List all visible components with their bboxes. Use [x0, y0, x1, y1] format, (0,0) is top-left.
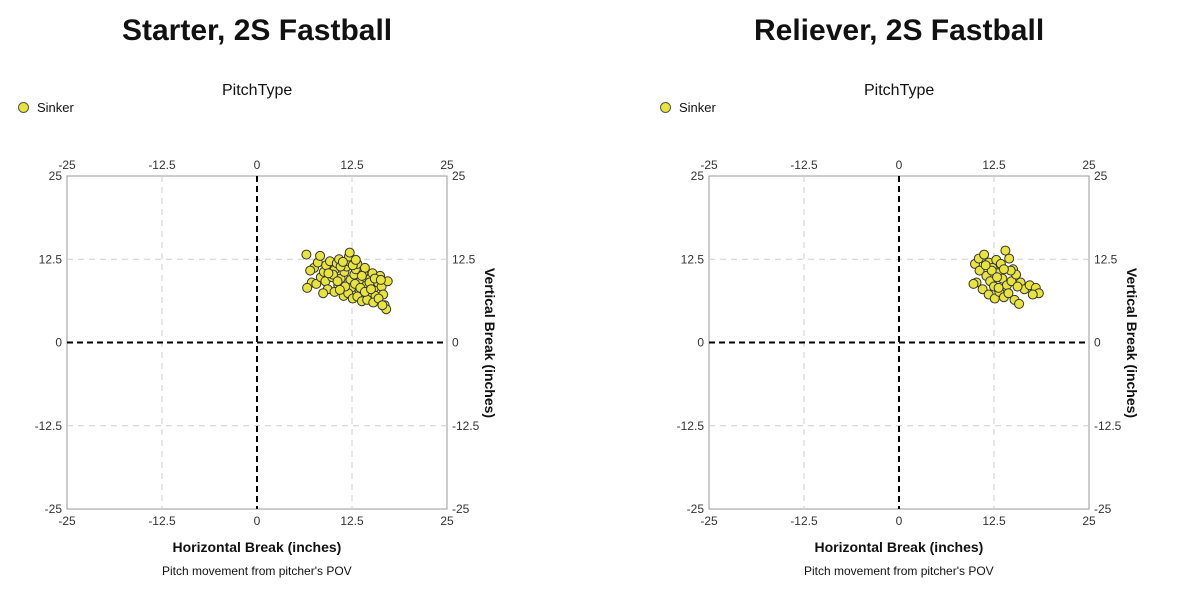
y-tick-label-right: 12.5 [452, 252, 476, 266]
data-point [334, 284, 345, 295]
y-tick-label-right: -12.5 [452, 419, 480, 433]
y-tick-label-left: 12.5 [681, 252, 705, 266]
x-tick-label-bottom: -25 [58, 514, 76, 528]
data-point [315, 250, 326, 261]
x-tick-label-top: -12.5 [148, 158, 176, 172]
data-point [377, 300, 388, 311]
chart-subtitle: Pitch movement from pitcher's POV [162, 564, 352, 578]
x-tick-label-top: 25 [440, 158, 454, 172]
legend-title: PitchType [864, 82, 935, 99]
data-point [356, 270, 367, 281]
data-point [337, 256, 348, 267]
chart-title: Starter, 2S Fastball [122, 14, 393, 47]
y-tick-label-left: 12.5 [39, 252, 63, 266]
y-tick-label-right: 0 [452, 336, 459, 350]
legend-marker-icon [18, 102, 29, 113]
x-tick-label-bottom: 12.5 [982, 514, 1006, 528]
chart-panel-reliever: Reliever, 2S Fastball PitchType Sinker -… [642, 0, 1180, 612]
chart-subtitle: Pitch movement from pitcher's POV [804, 564, 994, 578]
legend-label: Sinker [37, 100, 74, 115]
x-tick-label-bottom: 25 [440, 514, 454, 528]
x-tick-label-top: 12.5 [982, 158, 1006, 172]
legend-title: PitchType [222, 82, 293, 99]
x-axis-label: Horizontal Break (inches) [814, 539, 984, 555]
x-tick-label-bottom: 0 [254, 514, 261, 528]
y-tick-label-right: 12.5 [1094, 252, 1118, 266]
y-tick-label-right: -12.5 [1094, 419, 1122, 433]
data-point [301, 249, 312, 260]
data-point [993, 282, 1004, 293]
data-point [968, 278, 979, 289]
x-tick-label-bottom: -12.5 [790, 514, 818, 528]
data-point [318, 288, 329, 299]
y-tick-label-right: -25 [452, 502, 470, 516]
legend-item-sinker[interactable]: Sinker [660, 100, 716, 115]
x-tick-label-top: 25 [1082, 158, 1096, 172]
legend-marker-icon [660, 102, 671, 113]
y-tick-label-right: -25 [1094, 502, 1112, 516]
y-tick-label-right: 0 [1094, 336, 1101, 350]
x-axis-label: Horizontal Break (inches) [172, 539, 342, 555]
y-axis-label: Vertical Break (inches) [1124, 267, 1141, 418]
y-tick-label-left: -12.5 [677, 419, 705, 433]
x-tick-label-bottom: -12.5 [148, 514, 176, 528]
y-tick-label-left: 0 [697, 336, 704, 350]
legend-item-sinker[interactable]: Sinker [18, 100, 74, 115]
y-tick-label-right: 25 [1094, 169, 1108, 183]
data-point [1014, 298, 1025, 309]
data-point [302, 282, 313, 293]
y-tick-label-left: -25 [45, 502, 63, 516]
y-tick-label-left: -25 [687, 502, 705, 516]
data-point [992, 272, 1003, 283]
data-point [1000, 245, 1011, 256]
data-point [366, 284, 376, 295]
y-axis-label: Vertical Break (inches) [482, 267, 499, 418]
data-point [980, 260, 991, 271]
data-point [979, 249, 990, 260]
y-tick-label-right: 25 [452, 169, 466, 183]
data-point [344, 247, 355, 258]
data-point [1027, 289, 1038, 300]
chart-panel-starter: Starter, 2S Fastball PitchType Sinker -2… [18, 14, 499, 578]
data-point [1004, 253, 1015, 264]
data-point [350, 254, 361, 265]
data-point [375, 274, 386, 285]
data-point [323, 268, 334, 279]
y-tick-label-left: 25 [49, 169, 63, 183]
legend-label: Sinker [679, 100, 716, 115]
x-tick-label-top: 12.5 [340, 158, 364, 172]
x-tick-label-bottom: 12.5 [340, 514, 364, 528]
x-tick-label-top: -12.5 [790, 158, 818, 172]
x-tick-label-top: 0 [254, 158, 261, 172]
x-tick-label-top: -25 [700, 158, 718, 172]
y-tick-label-left: -12.5 [35, 419, 63, 433]
data-point [1003, 288, 1014, 299]
y-tick-label-left: 0 [55, 336, 62, 350]
chart-title: Reliever, 2S Fastball [754, 14, 1045, 47]
data-point [998, 264, 1009, 275]
x-tick-label-top: -25 [58, 158, 76, 172]
data-point [1012, 281, 1023, 292]
x-tick-label-top: 0 [896, 158, 903, 172]
data-point [305, 265, 316, 276]
x-tick-label-bottom: 0 [896, 514, 903, 528]
x-tick-label-bottom: 25 [1082, 514, 1096, 528]
x-tick-label-bottom: -25 [700, 514, 718, 528]
y-tick-label-left: 25 [691, 169, 705, 183]
